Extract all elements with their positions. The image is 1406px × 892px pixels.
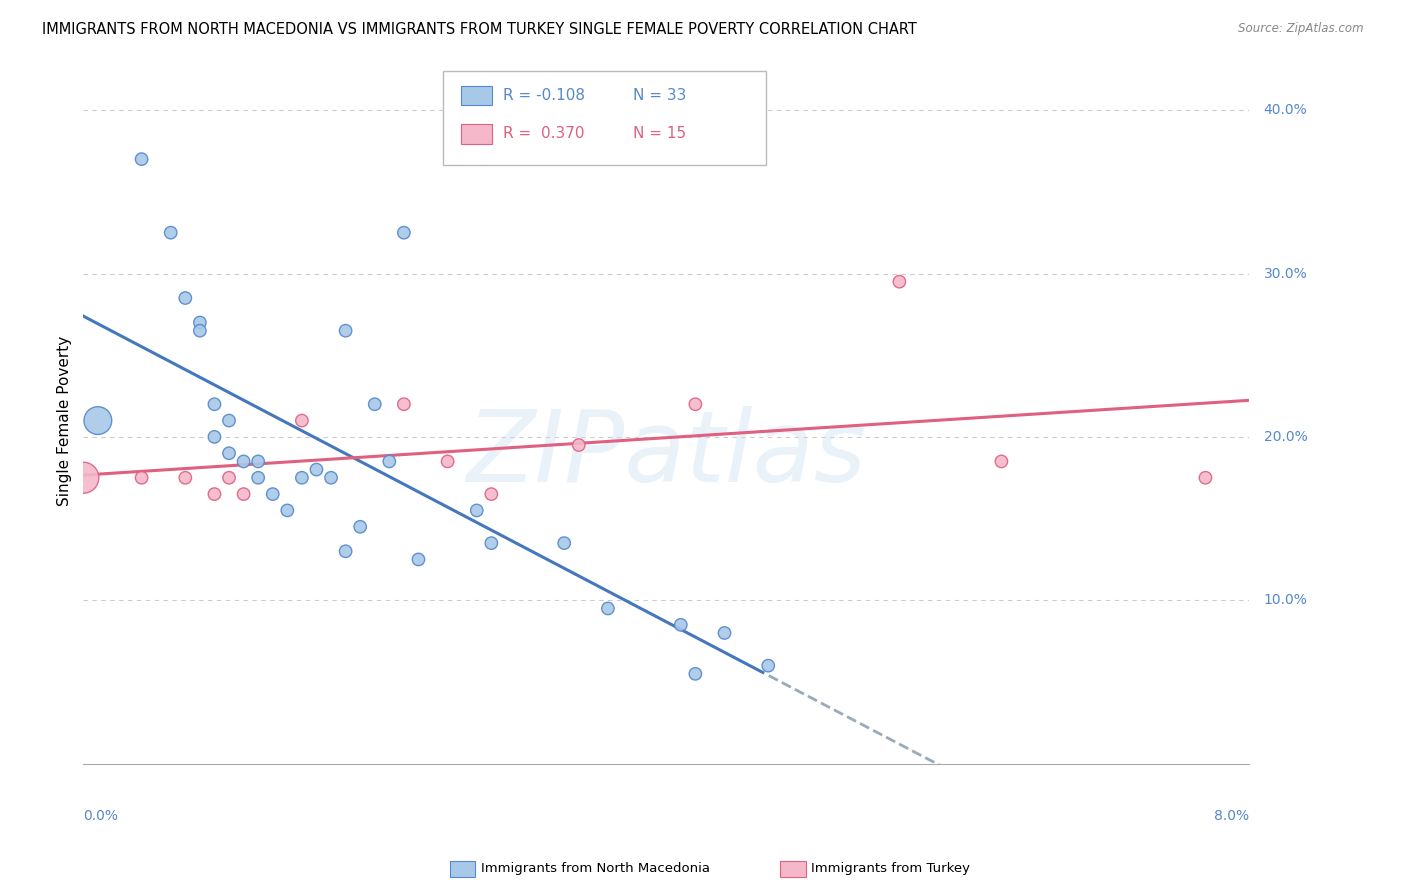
Text: R =  0.370: R = 0.370 xyxy=(503,127,585,141)
Point xyxy=(188,324,211,338)
Text: N = 33: N = 33 xyxy=(633,88,686,103)
Point xyxy=(291,413,314,427)
Text: Immigrants from Turkey: Immigrants from Turkey xyxy=(811,863,970,875)
Point xyxy=(204,397,226,411)
Point xyxy=(1194,471,1216,485)
Point xyxy=(87,413,110,427)
Point xyxy=(276,503,298,517)
Point xyxy=(479,487,502,501)
Point xyxy=(378,454,401,468)
Point xyxy=(218,413,240,427)
Y-axis label: Single Female Poverty: Single Female Poverty xyxy=(58,335,72,506)
Text: N = 15: N = 15 xyxy=(633,127,686,141)
Point xyxy=(247,454,270,468)
Text: 10.0%: 10.0% xyxy=(1264,593,1308,607)
Point xyxy=(159,226,181,240)
Text: IMMIGRANTS FROM NORTH MACEDONIA VS IMMIGRANTS FROM TURKEY SINGLE FEMALE POVERTY : IMMIGRANTS FROM NORTH MACEDONIA VS IMMIG… xyxy=(42,22,917,37)
Point xyxy=(319,471,342,485)
Point xyxy=(436,454,458,468)
Point xyxy=(174,471,197,485)
Point xyxy=(596,601,619,615)
Text: 8.0%: 8.0% xyxy=(1213,809,1249,823)
Text: 0.0%: 0.0% xyxy=(83,809,118,823)
Point xyxy=(174,291,197,305)
Point xyxy=(392,226,415,240)
Point xyxy=(72,471,94,485)
Point xyxy=(335,324,357,338)
Point xyxy=(889,275,911,289)
Point xyxy=(131,152,153,166)
Text: Immigrants from North Macedonia: Immigrants from North Macedonia xyxy=(481,863,710,875)
Point xyxy=(204,430,226,444)
Point xyxy=(232,487,254,501)
Text: R = -0.108: R = -0.108 xyxy=(503,88,585,103)
Point xyxy=(479,536,502,550)
Point xyxy=(408,552,430,566)
Point xyxy=(349,520,371,534)
Point xyxy=(756,658,779,673)
Point xyxy=(335,544,357,558)
Point xyxy=(364,397,387,411)
Point xyxy=(218,471,240,485)
Point xyxy=(685,666,707,681)
Point xyxy=(291,471,314,485)
Text: 30.0%: 30.0% xyxy=(1264,267,1308,280)
Point xyxy=(188,316,211,330)
Point xyxy=(131,471,153,485)
Point xyxy=(232,454,254,468)
Point xyxy=(204,487,226,501)
Point xyxy=(568,438,591,452)
Point xyxy=(305,462,328,476)
Text: 20.0%: 20.0% xyxy=(1264,430,1308,444)
Point xyxy=(669,617,692,632)
Point xyxy=(465,503,488,517)
Point xyxy=(247,471,270,485)
Point xyxy=(218,446,240,460)
Point xyxy=(713,626,735,640)
Point xyxy=(685,397,707,411)
Point xyxy=(553,536,575,550)
Text: Source: ZipAtlas.com: Source: ZipAtlas.com xyxy=(1239,22,1364,36)
Point xyxy=(262,487,284,501)
Point xyxy=(990,454,1012,468)
Text: 40.0%: 40.0% xyxy=(1264,103,1308,117)
Point xyxy=(392,397,415,411)
Text: ZIPatlas: ZIPatlas xyxy=(467,407,866,503)
